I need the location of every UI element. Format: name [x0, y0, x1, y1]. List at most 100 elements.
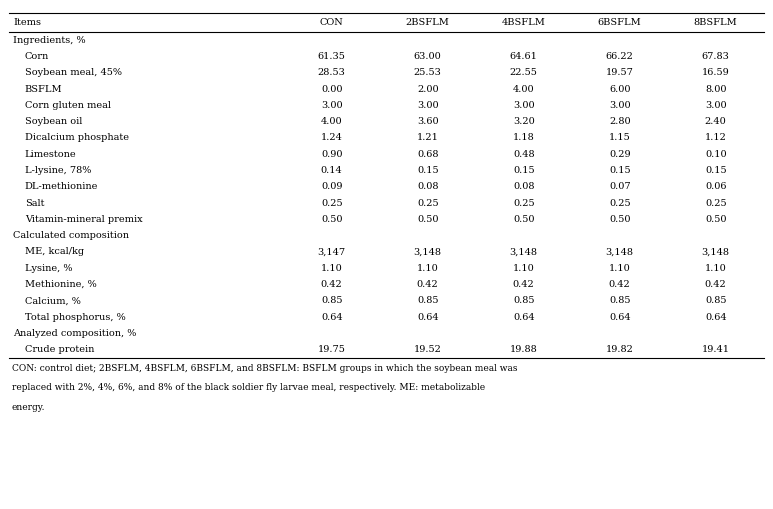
Text: 3,148: 3,148: [414, 247, 441, 257]
Text: 0.00: 0.00: [321, 84, 342, 94]
Text: energy.: energy.: [12, 403, 45, 412]
Text: Salt: Salt: [25, 199, 44, 208]
Text: 22.55: 22.55: [509, 68, 538, 77]
Text: 67.83: 67.83: [702, 52, 730, 61]
Text: replaced with 2%, 4%, 6%, and 8% of the black soldier fly larvae meal, respectiv: replaced with 2%, 4%, 6%, and 8% of the …: [12, 383, 485, 392]
Text: 19.75: 19.75: [318, 345, 346, 354]
Text: 3.00: 3.00: [705, 101, 727, 110]
Text: 63.00: 63.00: [414, 52, 441, 61]
Text: Calcium, %: Calcium, %: [25, 296, 80, 305]
Text: 0.07: 0.07: [609, 182, 631, 191]
Text: 6BSFLM: 6BSFLM: [598, 18, 642, 27]
Text: 8BSFLM: 8BSFLM: [694, 18, 737, 27]
Text: Items: Items: [13, 18, 41, 27]
Text: 0.25: 0.25: [513, 199, 534, 208]
Text: BSFLM: BSFLM: [25, 84, 63, 94]
Text: 3.20: 3.20: [512, 117, 535, 126]
Text: 0.42: 0.42: [417, 280, 438, 289]
Text: Vitamin-mineral premix: Vitamin-mineral premix: [25, 215, 142, 224]
Text: 19.41: 19.41: [702, 345, 730, 354]
Text: 0.64: 0.64: [321, 313, 342, 322]
Text: 0.14: 0.14: [321, 166, 342, 175]
Text: 1.24: 1.24: [321, 133, 342, 143]
Text: 8.00: 8.00: [705, 84, 727, 94]
Text: 0.50: 0.50: [417, 215, 438, 224]
Text: 0.64: 0.64: [513, 313, 534, 322]
Text: 3.00: 3.00: [321, 101, 342, 110]
Text: ME, kcal/kg: ME, kcal/kg: [25, 247, 83, 257]
Text: 64.61: 64.61: [509, 52, 538, 61]
Text: 2.80: 2.80: [609, 117, 631, 126]
Text: 19.57: 19.57: [606, 68, 634, 77]
Text: 1.15: 1.15: [609, 133, 631, 143]
Text: CON: control diet; 2BSFLM, 4BSFLM, 6BSFLM, and 8BSFLM: BSFLM groups in which the: CON: control diet; 2BSFLM, 4BSFLM, 6BSFL…: [12, 364, 517, 373]
Text: Corn gluten meal: Corn gluten meal: [25, 101, 111, 110]
Text: 19.88: 19.88: [510, 345, 537, 354]
Text: 0.85: 0.85: [321, 296, 342, 305]
Text: 0.85: 0.85: [417, 296, 438, 305]
Text: 0.15: 0.15: [417, 166, 438, 175]
Text: CON: CON: [320, 18, 343, 27]
Text: 3.00: 3.00: [513, 101, 534, 110]
Text: Methionine, %: Methionine, %: [25, 280, 97, 289]
Text: 3,147: 3,147: [318, 247, 346, 257]
Text: 25.53: 25.53: [414, 68, 441, 77]
Text: L-lysine, 78%: L-lysine, 78%: [25, 166, 91, 175]
Text: 0.15: 0.15: [705, 166, 727, 175]
Text: 4BSFLM: 4BSFLM: [502, 18, 546, 27]
Text: Soybean oil: Soybean oil: [25, 117, 82, 126]
Text: Soybean meal, 45%: Soybean meal, 45%: [25, 68, 121, 77]
Text: 0.42: 0.42: [609, 280, 631, 289]
Text: 3,148: 3,148: [702, 247, 730, 257]
Text: Ingredients, %: Ingredients, %: [13, 36, 86, 45]
Text: 0.85: 0.85: [513, 296, 534, 305]
Text: 1.10: 1.10: [321, 264, 342, 273]
Text: 66.22: 66.22: [606, 52, 634, 61]
Text: 0.42: 0.42: [705, 280, 727, 289]
Text: Dicalcium phosphate: Dicalcium phosphate: [25, 133, 129, 143]
Text: Limestone: Limestone: [25, 150, 77, 159]
Text: 6.00: 6.00: [609, 84, 631, 94]
Text: 0.50: 0.50: [705, 215, 727, 224]
Text: Corn: Corn: [25, 52, 49, 61]
Text: 0.25: 0.25: [417, 199, 438, 208]
Text: 1.10: 1.10: [512, 264, 535, 273]
Text: 1.10: 1.10: [609, 264, 631, 273]
Text: 0.85: 0.85: [705, 296, 727, 305]
Text: 19.52: 19.52: [414, 345, 441, 354]
Text: 0.50: 0.50: [609, 215, 631, 224]
Text: 0.64: 0.64: [705, 313, 727, 322]
Text: 4.00: 4.00: [321, 117, 342, 126]
Text: 2.40: 2.40: [705, 117, 727, 126]
Text: 0.09: 0.09: [321, 182, 342, 191]
Text: 1.12: 1.12: [705, 133, 727, 143]
Text: 2BSFLM: 2BSFLM: [406, 18, 450, 27]
Text: 0.08: 0.08: [417, 182, 438, 191]
Text: 0.29: 0.29: [609, 150, 631, 159]
Text: 28.53: 28.53: [318, 68, 346, 77]
Text: 3.00: 3.00: [417, 101, 438, 110]
Text: 0.10: 0.10: [705, 150, 727, 159]
Text: DL-methionine: DL-methionine: [25, 182, 98, 191]
Text: Total phosphorus, %: Total phosphorus, %: [25, 313, 125, 322]
Text: 61.35: 61.35: [318, 52, 346, 61]
Text: 4.00: 4.00: [513, 84, 534, 94]
Text: 0.90: 0.90: [321, 150, 342, 159]
Text: 0.42: 0.42: [321, 280, 342, 289]
Text: 2.00: 2.00: [417, 84, 438, 94]
Text: 0.64: 0.64: [609, 313, 631, 322]
Text: 1.21: 1.21: [417, 133, 438, 143]
Text: Lysine, %: Lysine, %: [25, 264, 72, 273]
Text: 1.10: 1.10: [705, 264, 727, 273]
Text: 1.18: 1.18: [512, 133, 535, 143]
Text: Analyzed composition, %: Analyzed composition, %: [13, 329, 137, 338]
Text: Calculated composition: Calculated composition: [13, 231, 129, 240]
Text: 0.08: 0.08: [513, 182, 534, 191]
Text: 0.15: 0.15: [609, 166, 631, 175]
Text: 0.50: 0.50: [321, 215, 342, 224]
Text: 16.59: 16.59: [702, 68, 730, 77]
Text: 0.25: 0.25: [705, 199, 727, 208]
Text: 0.50: 0.50: [513, 215, 534, 224]
Text: 0.25: 0.25: [321, 199, 342, 208]
Text: 0.25: 0.25: [609, 199, 631, 208]
